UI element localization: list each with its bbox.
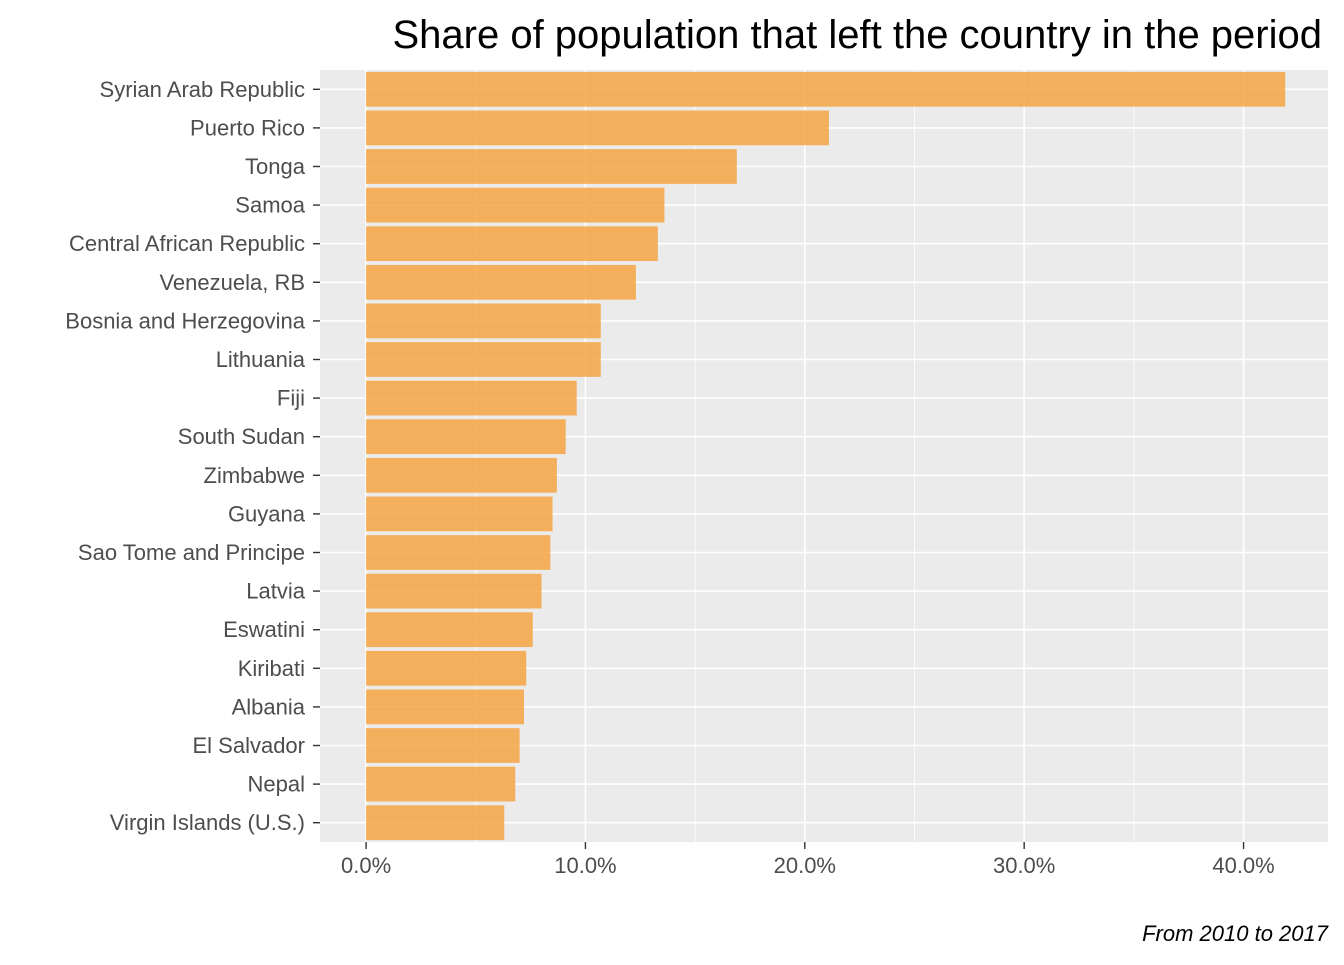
x-axis-labels: 0.0% 10.0% 20.0% 30.0% 40.0%	[341, 853, 1275, 878]
x-tick-label: 30.0%	[993, 853, 1055, 878]
y-tick-label: Guyana	[228, 501, 306, 526]
bar	[366, 728, 520, 763]
y-tick-label: Bosnia and Herzegovina	[65, 308, 305, 333]
bar	[366, 226, 658, 262]
bar	[366, 496, 553, 532]
bar	[366, 187, 665, 223]
y-tick-label: Syrian Arab Republic	[100, 77, 305, 102]
bar	[366, 419, 566, 455]
bar	[366, 689, 525, 725]
chart-title: Share of population that left the countr…	[392, 13, 1322, 57]
bar	[366, 805, 505, 841]
y-tick-label: Fiji	[277, 386, 305, 411]
bar	[366, 264, 636, 300]
y-tick-label: Nepal	[248, 772, 305, 797]
bar	[366, 149, 737, 184]
bar	[366, 380, 577, 416]
y-tick-label: Virgin Islands (U.S.)	[110, 810, 305, 835]
bar	[366, 650, 527, 686]
bar	[366, 342, 601, 377]
y-tick-label: Venezuela, RB	[159, 270, 305, 295]
bar	[366, 612, 533, 648]
y-tick-label: Lithuania	[216, 347, 306, 372]
bar	[366, 535, 551, 570]
bar	[366, 766, 516, 802]
y-axis-ticks	[313, 88, 320, 824]
bar	[366, 303, 601, 339]
x-axis-ticks	[365, 842, 1245, 849]
chart-caption: From 2010 to 2017	[1142, 921, 1329, 946]
y-axis-labels: Syrian Arab Republic Puerto Rico Tonga Samo…	[65, 77, 305, 835]
x-tick-label: 10.0%	[554, 853, 616, 878]
y-tick-label: Central African Republic	[69, 231, 305, 256]
y-tick-label: El Salvador	[192, 733, 305, 758]
y-tick-label: South Sudan	[178, 424, 305, 449]
plot-panel	[320, 70, 1328, 842]
y-tick-label: Samoa	[235, 193, 305, 218]
y-tick-label: Kiribati	[238, 656, 305, 681]
bar	[366, 457, 557, 493]
bar	[366, 110, 829, 146]
y-tick-label: Zimbabwe	[204, 463, 305, 488]
y-tick-label: Eswatini	[223, 617, 305, 642]
bar	[366, 573, 542, 609]
y-tick-label: Albania	[232, 694, 306, 719]
bars	[366, 71, 1286, 841]
y-tick-label: Latvia	[246, 579, 305, 604]
y-tick-label: Tonga	[245, 154, 306, 179]
x-tick-label: 40.0%	[1212, 853, 1274, 878]
y-tick-label: Puerto Rico	[190, 115, 305, 140]
y-tick-label: Sao Tome and Principe	[78, 540, 305, 565]
x-tick-label: 20.0%	[774, 853, 836, 878]
bar	[366, 71, 1286, 107]
x-tick-label: 0.0%	[341, 853, 391, 878]
